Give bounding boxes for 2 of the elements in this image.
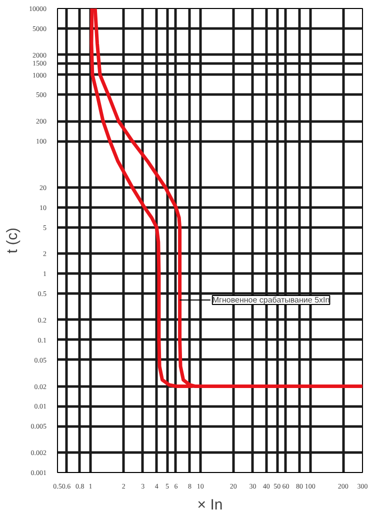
y-axis-title: t (c) [4,228,21,254]
x-axis-title: × In [197,496,223,514]
